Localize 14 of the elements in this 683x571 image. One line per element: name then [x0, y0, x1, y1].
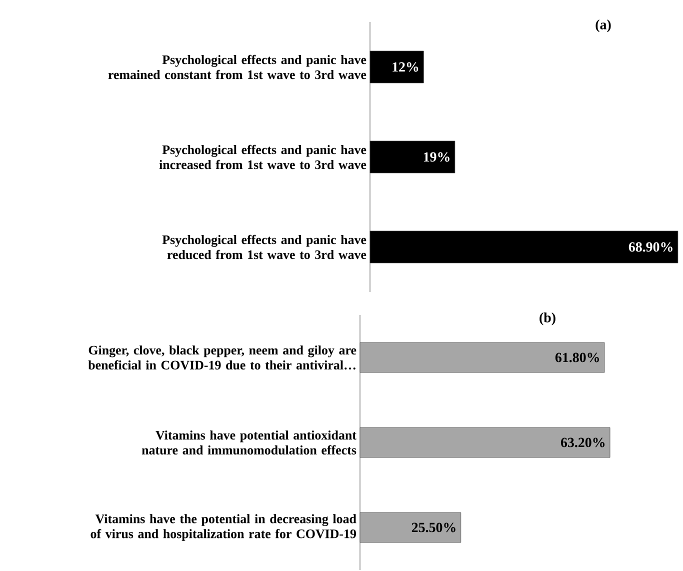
data-label: 19%	[424, 152, 450, 162]
data-label: 61.80%	[555, 352, 599, 362]
y-tick-label: Vitamins have potential antioxidant nature and immunomodulation effects	[142, 430, 356, 455]
y-tick-label: Ginger, clove, black pepper, neem and giloy are beneficial in COVID-19 due to their antiviral…	[88, 345, 356, 370]
data-label: 12%	[392, 62, 418, 72]
y-tick-label: Psychological effects and panic have increased from 1st wave to 3rd wave	[159, 144, 366, 170]
chart-title: (a)	[596, 20, 611, 32]
y-tick-label: Psychological effects and panic have remained constant from 1st wave to 3rd wave	[108, 54, 366, 80]
data-label: 68.90%	[628, 242, 672, 252]
y-tick-label: Vitamins have the potential in decreasing load of virus and hospitalization rate for COVID-19	[90, 514, 356, 541]
y-tick-label: Psychological effects and panic have reduced from 1st wave to 3rd wave	[162, 234, 366, 260]
data-label: 25.50%	[412, 522, 456, 532]
chart-title: (b)	[540, 312, 556, 326]
data-label: 63.20%	[560, 438, 604, 448]
